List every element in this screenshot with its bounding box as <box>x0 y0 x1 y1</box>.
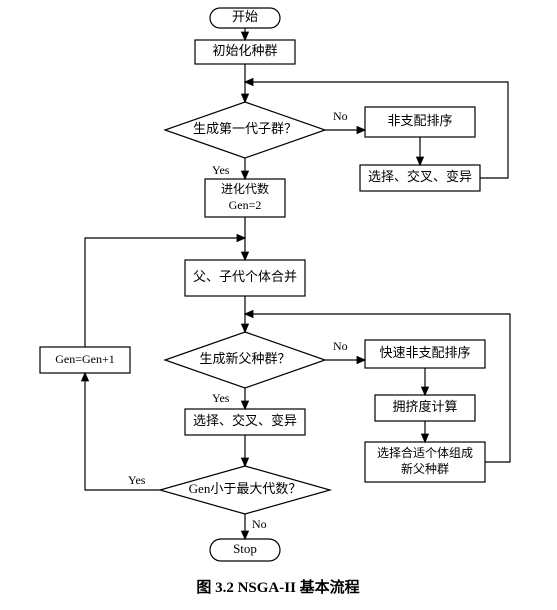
edge-dmax-geninc <box>85 373 160 490</box>
node-merge-label: 父、子代个体合并 <box>193 269 297 284</box>
edge-label-no1: No <box>333 109 348 123</box>
node-d-newparent-label: 生成新父种群？ <box>199 351 290 366</box>
node-fast-nds-label: 快速非支配排序 <box>379 345 470 360</box>
node-gen-inc-label: Gen=Gen+1 <box>55 352 115 366</box>
edge-label-no2: No <box>333 339 348 353</box>
flowchart-svg: 开始 初始化种群 生成第一代子群？ 非支配排序 选择、交叉、变异 进化代数 Ge… <box>0 0 557 610</box>
node-init-label: 初始化种群 <box>212 43 277 58</box>
node-select-fit-label2: 新父种群 <box>401 461 449 476</box>
edge-label-yes3: Yes <box>128 473 146 487</box>
edge-label-yes1: Yes <box>212 163 230 177</box>
node-select-fit-label1: 选择合适个体组成 <box>377 445 473 460</box>
figure-caption: 图 3.2 NSGA-II 基本流程 <box>196 578 359 596</box>
edge-label-no3: No <box>252 517 267 531</box>
node-gen2-label2: Gen=2 <box>229 198 262 212</box>
node-nds-sort-label: 非支配排序 <box>387 113 452 128</box>
node-sel-xover1-label: 选择、交叉、变异 <box>368 169 472 184</box>
edge-label-yes2: Yes <box>212 391 230 405</box>
edge-select-loop <box>245 314 510 462</box>
node-sel-xover2-label: 选择、交叉、变异 <box>193 413 297 428</box>
node-stop-label: Stop <box>233 541 257 556</box>
node-crowd-label: 拥挤度计算 <box>392 399 457 414</box>
node-d-firstgen-label: 生成第一代子群？ <box>193 121 297 136</box>
node-d-maxgen-label: Gen小于最大代数？ <box>189 481 302 496</box>
node-start-label: 开始 <box>232 9 258 24</box>
node-gen2-label1: 进化代数 <box>221 181 269 196</box>
